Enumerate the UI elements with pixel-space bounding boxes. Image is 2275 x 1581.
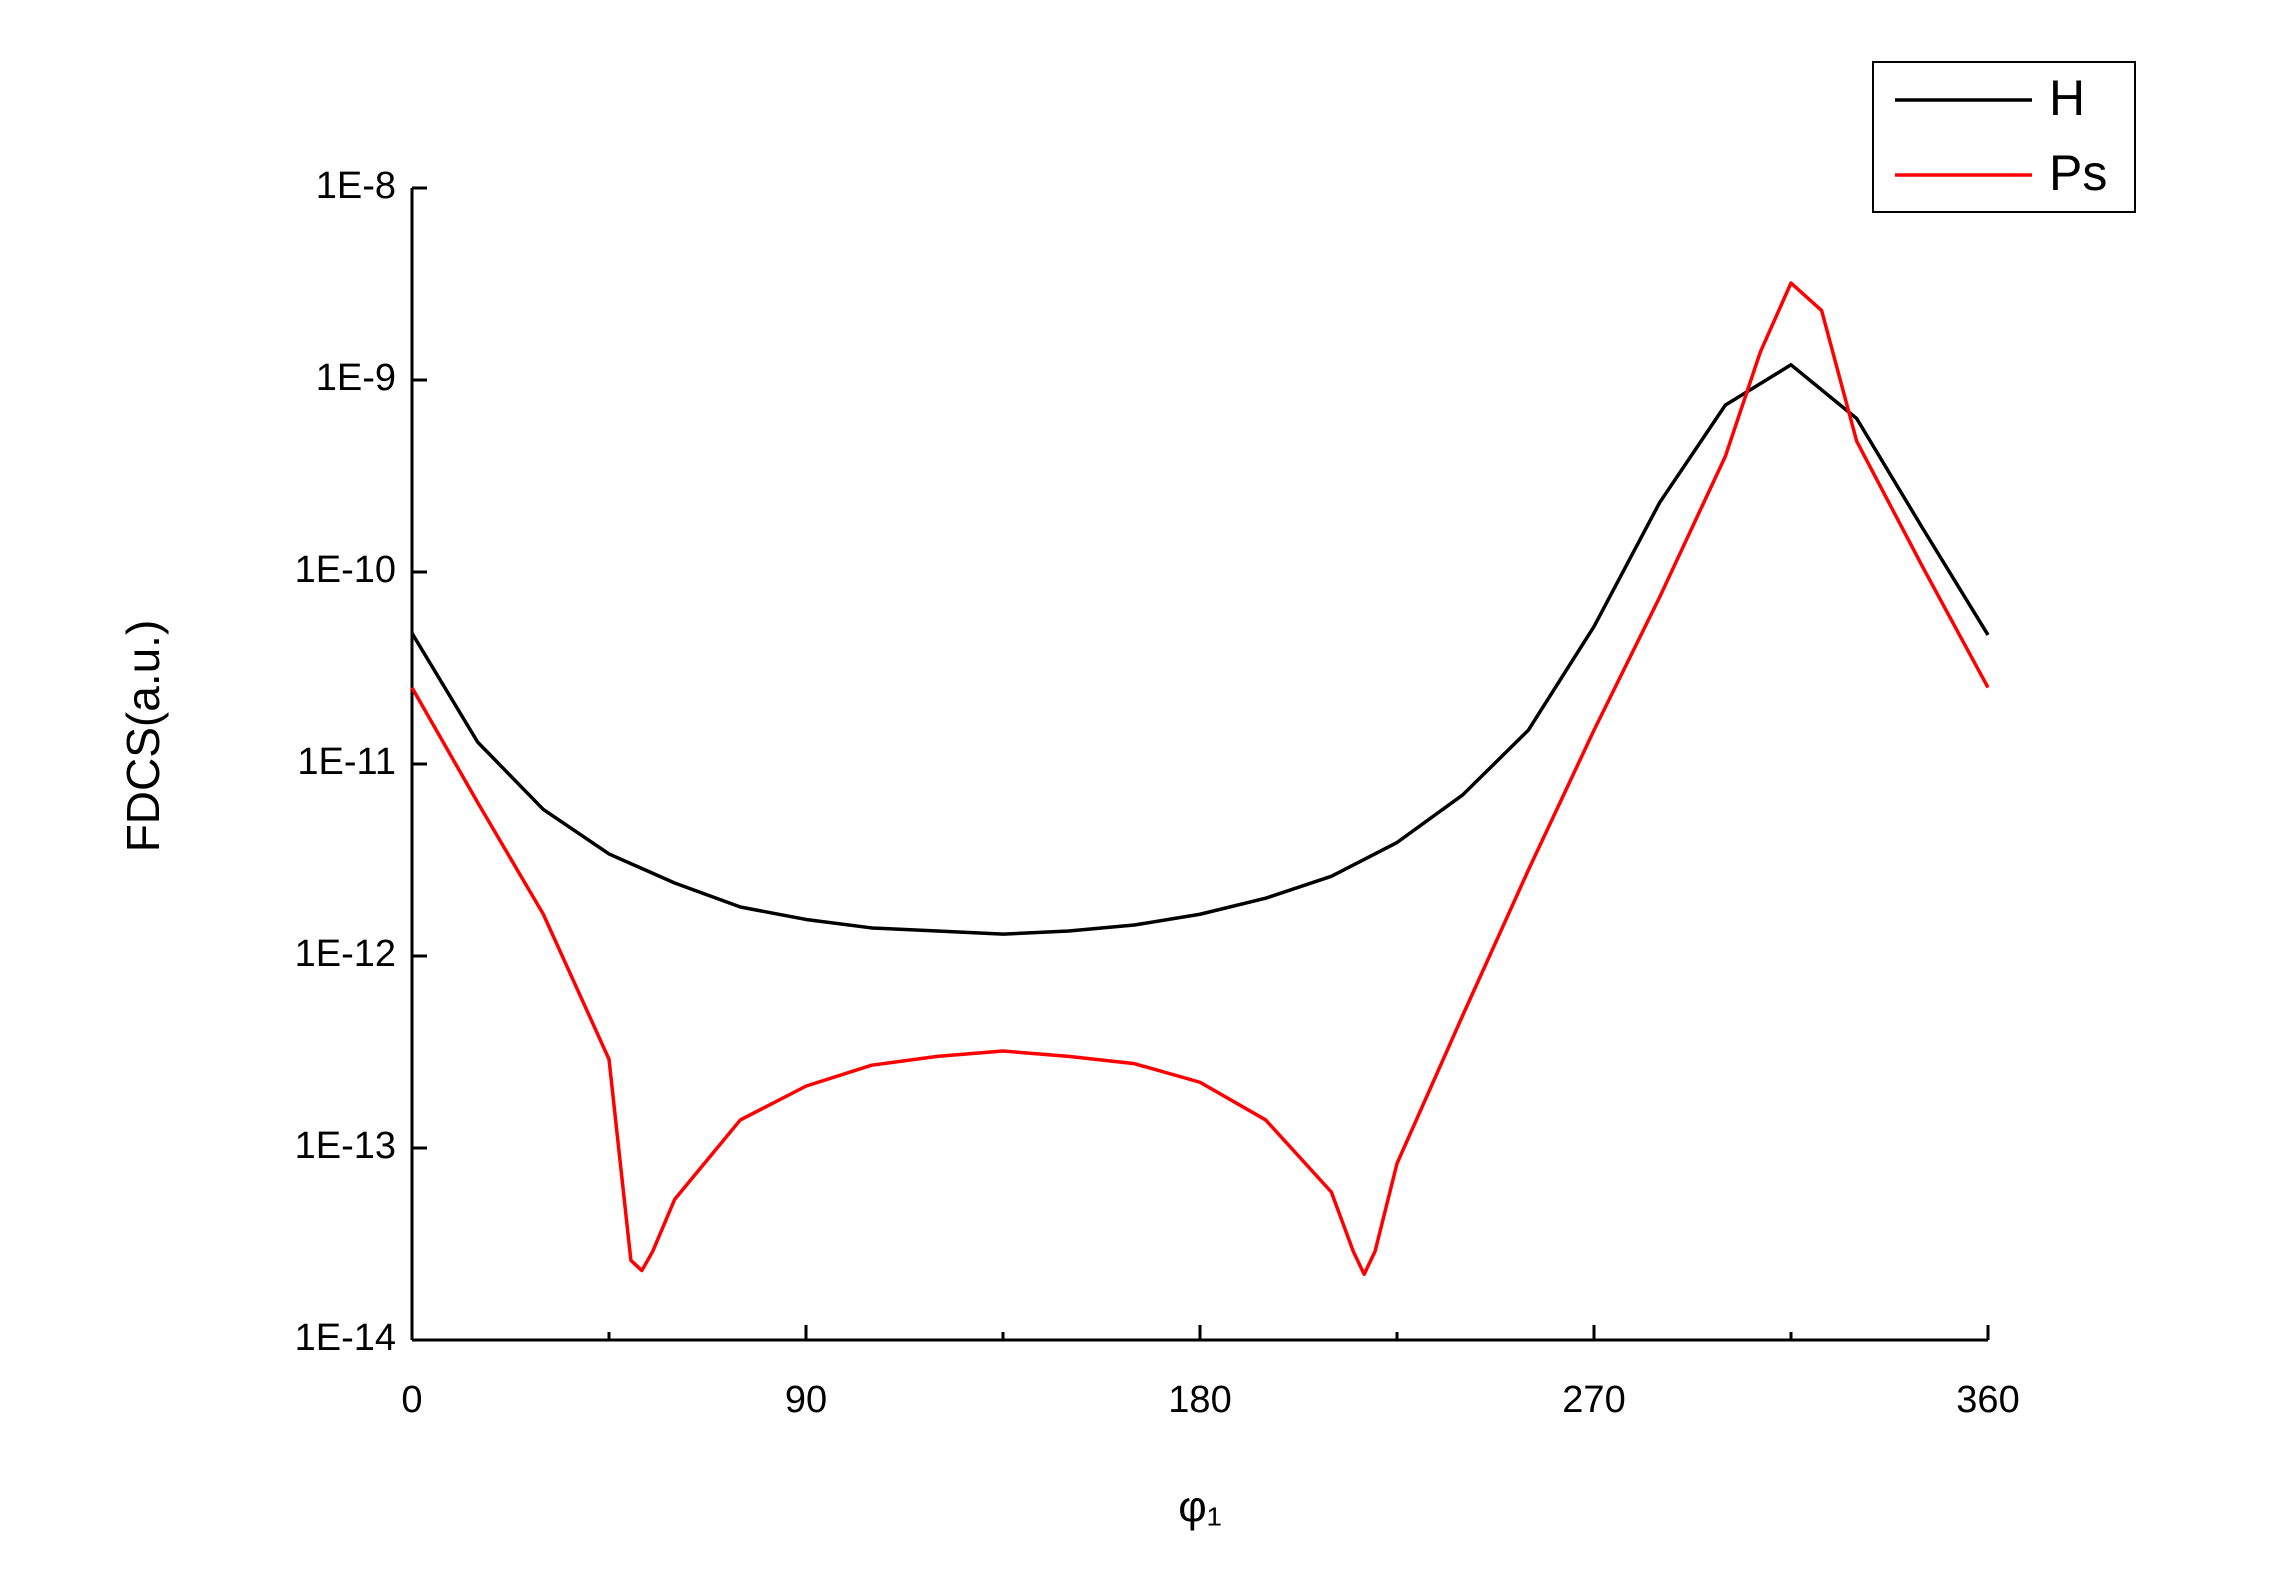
legend-label: Ps	[2049, 145, 2107, 201]
x-tick-label: 360	[1956, 1379, 2019, 1421]
y-tick-label: 1E-13	[295, 1125, 396, 1167]
y-tick-label: 1E-9	[316, 357, 396, 399]
y-tick-label: 1E-11	[297, 741, 396, 783]
x-tick-label: 270	[1562, 1379, 1625, 1421]
y-tick-label: 1E-8	[316, 165, 396, 207]
legend-label: H	[2049, 70, 2085, 126]
y-tick-label: 1E-14	[295, 1317, 396, 1359]
y-tick-label: 1E-10	[295, 549, 396, 591]
x-tick-label: 0	[401, 1379, 422, 1421]
y-tick-label: 1E-12	[295, 933, 396, 975]
line-series	[410, 363, 1990, 936]
line-series	[410, 281, 1990, 1276]
x-tick-label: 90	[785, 1379, 827, 1421]
y-axis-label: FDCS(a.u.)	[117, 620, 169, 853]
x-tick-label: 180	[1168, 1379, 1231, 1421]
legend-box	[1872, 61, 2136, 213]
x-axis-label: φ₁	[1178, 1483, 1221, 1532]
